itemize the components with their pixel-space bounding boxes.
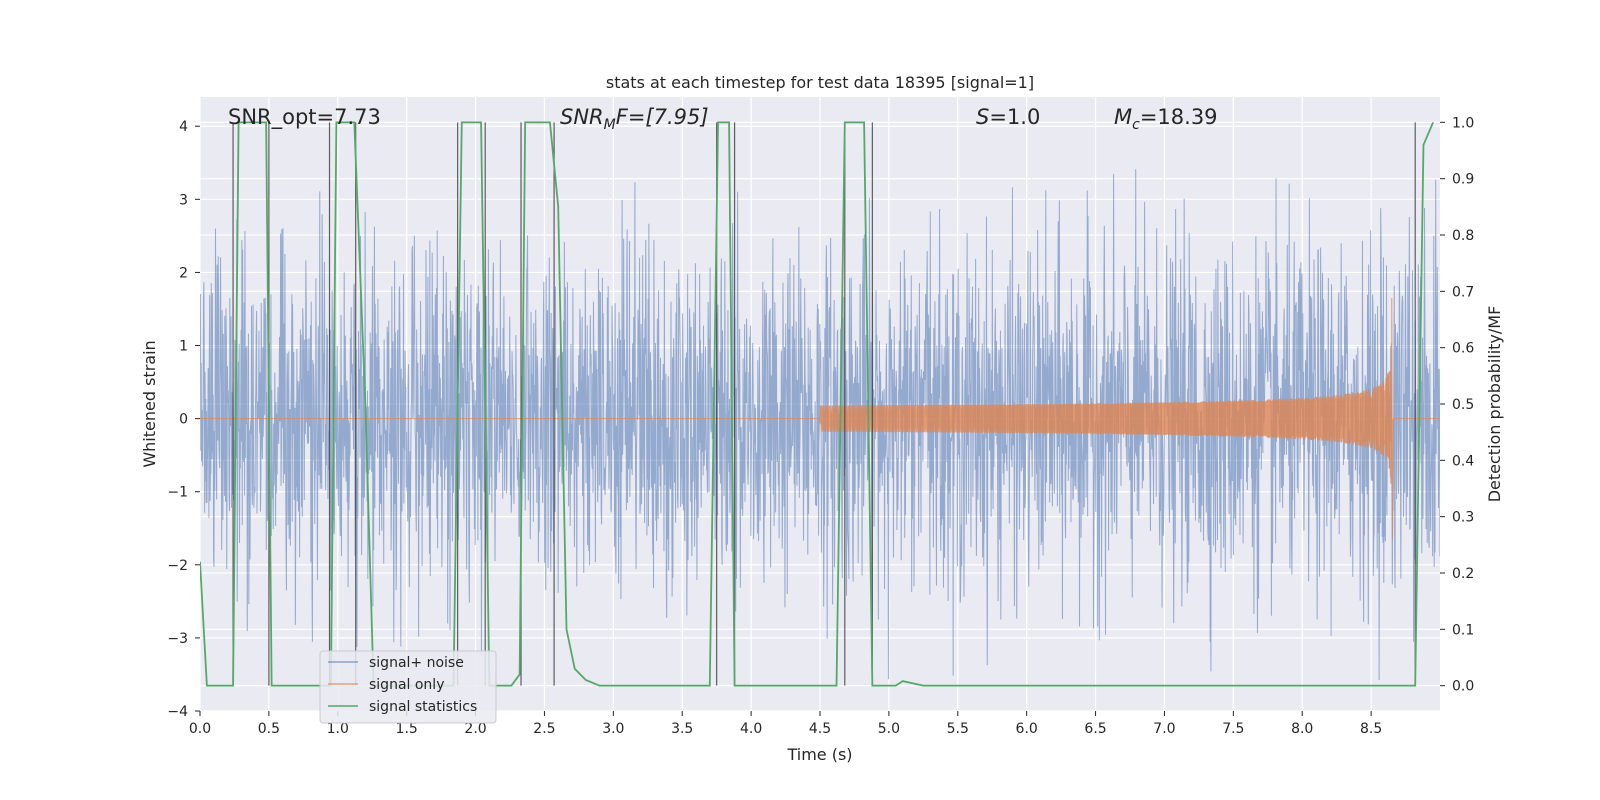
y-tick-label: 2 — [179, 265, 188, 281]
legend: signal+ noise signal only signal statist… — [319, 650, 497, 724]
noise-series — [200, 169, 1440, 681]
snr-mf-rest: F=[7.95] — [616, 105, 709, 129]
legend-box — [319, 650, 497, 724]
statistics-line — [200, 121, 1434, 687]
y2-tick-label: 0.1 — [1452, 622, 1474, 638]
x-tick-label: 3.0 — [602, 721, 624, 737]
x-tick-label: 8.5 — [1360, 721, 1382, 737]
snr-mf-base: SNR — [560, 105, 604, 129]
x-tick-label: 2.0 — [464, 721, 486, 737]
x-tick-label: 8.0 — [1291, 721, 1313, 737]
y-tick-label: −3 — [167, 631, 188, 647]
x-tick-label: 1.5 — [396, 721, 418, 737]
y2-tick-label: 0.5 — [1452, 397, 1474, 413]
y-tick-label: −1 — [167, 485, 188, 501]
x-tick-label: 2.5 — [533, 721, 555, 737]
chart-title: stats at each timestep for test data 183… — [606, 73, 1034, 92]
x-tick-label: 0.0 — [189, 721, 211, 737]
y2-tick-label: 0.7 — [1452, 284, 1474, 300]
y-tick-label: 4 — [179, 119, 188, 135]
x-tick-label: 0.5 — [258, 721, 280, 737]
x-tick-label: 6.0 — [1016, 721, 1038, 737]
legend-label-statistics: signal statistics — [369, 699, 477, 715]
y2-axis-ticks: 1.0 0.9 0.8 0.7 0.6 0.5 0.4 0.3 0.2 0.1 0.0 — [1440, 115, 1474, 695]
y-tick-label: 0 — [179, 412, 188, 428]
y-tick-label: −2 — [167, 558, 188, 574]
y-axis-label: Whitened strain — [140, 340, 159, 467]
y2-tick-label: 1.0 — [1452, 115, 1474, 131]
x-tick-label: 7.5 — [1222, 721, 1244, 737]
y2-tick-label: 0.2 — [1452, 566, 1474, 582]
y-tick-label: 3 — [179, 192, 188, 208]
x-tick-label: 5.5 — [947, 721, 969, 737]
annotation-snr-mf: SNRMF=[7.95] — [560, 105, 709, 133]
legend-label-noise: signal+ noise — [369, 655, 464, 671]
x-tick-label: 7.0 — [1153, 721, 1175, 737]
noise-line — [200, 169, 1440, 681]
x-tick-label: 4.5 — [809, 721, 831, 737]
x-axis-ticks: 0.0 0.5 1.0 1.5 2.0 2.5 3.0 3.5 4.0 4.5 5.0 5.5 6.0 6… — [189, 711, 1382, 737]
annotation-mc: Mc=18.39 — [1114, 105, 1218, 133]
y2-tick-label: 0.3 — [1452, 510, 1474, 526]
x-tick-label: 6.5 — [1084, 721, 1106, 737]
x-axis-label: Time (s) — [786, 745, 852, 764]
y2-axis-label: Detection probability/MF — [1485, 306, 1504, 503]
s-rest: =1.0 — [989, 105, 1040, 129]
annotation-snr-opt: SNR_opt=7.73 — [228, 105, 381, 130]
chirp-line — [819, 298, 1394, 540]
x-tick-label: 4.0 — [740, 721, 762, 737]
y2-tick-label: 0.0 — [1452, 679, 1474, 695]
x-tick-label: 1.0 — [327, 721, 349, 737]
y-axis-ticks: 4 3 2 1 0 −1 −2 −3 −4 — [167, 119, 200, 720]
legend-label-signal: signal only — [369, 677, 444, 693]
x-tick-label: 5.0 — [878, 721, 900, 737]
y2-tick-label: 0.8 — [1452, 228, 1474, 244]
annotation-s: S=1.0 — [976, 105, 1040, 129]
y-tick-label: 1 — [179, 339, 188, 355]
y2-tick-label: 0.4 — [1452, 453, 1474, 469]
statistics-series — [200, 121, 1434, 687]
mc-base: M — [1114, 105, 1132, 129]
s-italic: S — [976, 105, 989, 129]
snr-mf-sub: M — [604, 117, 616, 133]
y2-tick-label: 0.6 — [1452, 341, 1474, 357]
x-tick-label: 3.5 — [671, 721, 693, 737]
y2-tick-label: 0.9 — [1452, 172, 1474, 188]
mc-rest: =18.39 — [1140, 105, 1218, 129]
mc-sub: c — [1132, 117, 1140, 133]
y-tick-label: −4 — [167, 704, 188, 720]
